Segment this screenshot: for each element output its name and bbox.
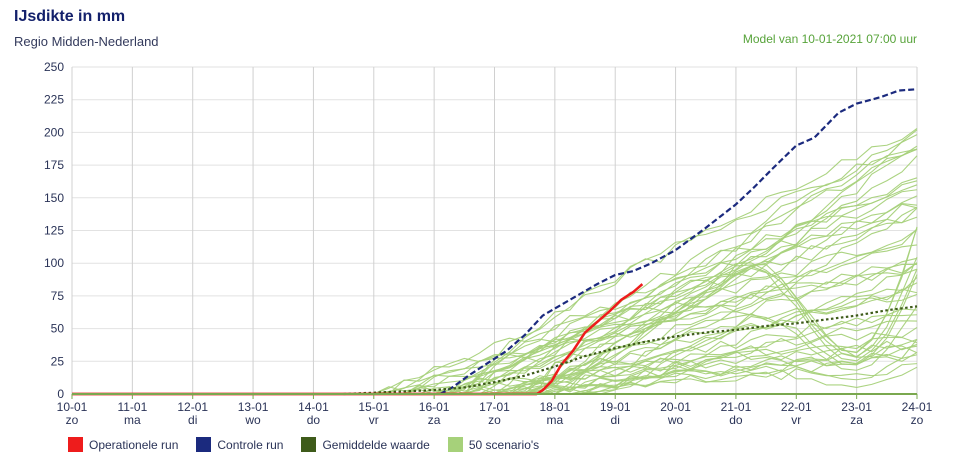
x-tick-day: vr (369, 413, 379, 427)
x-tick-day: za (850, 413, 863, 427)
x-tick-day: ma (547, 413, 564, 427)
x-tick-day: wo (244, 413, 261, 427)
x-tick-date: 24-01 (902, 400, 933, 414)
ice-thickness-chart: 025507510012515017520022525010-01zo11-01… (44, 60, 933, 427)
series-line-operationele-run (72, 283, 644, 396)
y-tick-label: 200 (44, 125, 64, 139)
x-tick-day: zo (488, 413, 501, 427)
x-tick-date: 16-01 (419, 400, 450, 414)
x-tick-date: 15-01 (358, 400, 389, 414)
y-tick-label: 75 (51, 289, 65, 303)
x-tick-date: 11-01 (117, 400, 147, 414)
x-tick-date: 22-01 (781, 400, 812, 414)
legend-label-operational: Operationele run (89, 437, 179, 452)
x-tick-date: 23-01 (841, 400, 872, 414)
y-tick-label: 125 (44, 224, 64, 238)
series-line-gemiddelde-waarde (343, 305, 918, 396)
x-tick-date: 10-01 (57, 400, 88, 414)
chart-title: IJsdikte in mm (14, 8, 126, 25)
y-tick-label: 175 (44, 158, 64, 172)
x-tick-day: ma (124, 413, 141, 427)
x-tick-date: 21-01 (721, 400, 752, 414)
x-tick-date: 19-01 (600, 400, 631, 414)
y-tick-label: 50 (51, 322, 65, 336)
x-tick-date: 14-01 (298, 400, 329, 414)
x-tick-date: 17-01 (479, 400, 510, 414)
legend-label-mean: Gemiddelde waarde (322, 437, 430, 452)
model-run-label: Model van 10-01-2021 07:00 uur (742, 32, 917, 46)
y-tick-label: 25 (51, 354, 65, 368)
legend-item-mean[interactable]: Gemiddelde waarde (301, 437, 430, 452)
x-tick-date: 18-01 (540, 400, 571, 414)
chart-subtitle: Regio Midden-Nederland (14, 34, 159, 49)
legend-label-control: Controle run (217, 437, 284, 452)
x-tick-day: do (307, 413, 321, 427)
legend-swatch-scenarios (447, 437, 463, 452)
y-tick-label: 0 (57, 387, 64, 401)
x-tick-date: 20-01 (660, 400, 691, 414)
legend-item-scenarios[interactable]: 50 scenario's (447, 437, 540, 452)
x-tick-day: vr (791, 413, 801, 427)
x-tick-day: zo (66, 413, 79, 427)
legend-item-control[interactable]: Controle run (196, 437, 283, 452)
y-tick-label: 100 (44, 256, 64, 270)
x-tick-day: za (428, 413, 441, 427)
legend-item-operational[interactable]: Operationele run (68, 437, 178, 452)
chart-legend: Operationele run Controle run Gemiddelde… (68, 437, 539, 452)
legend-label-scenarios: 50 scenario's (468, 437, 540, 452)
y-tick-label: 225 (44, 93, 64, 107)
legend-swatch-control (196, 437, 212, 452)
legend-swatch-operational (68, 437, 83, 452)
y-tick-label: 250 (44, 60, 64, 74)
x-tick-day: di (611, 413, 620, 427)
y-tick-label: 150 (44, 191, 64, 205)
chart-axes: 025507510012515017520022525010-01zo11-01… (44, 60, 933, 427)
x-tick-day: wo (667, 413, 684, 427)
x-tick-date: 13-01 (238, 400, 269, 414)
x-tick-date: 12-01 (177, 400, 208, 414)
x-tick-day: di (188, 413, 197, 427)
x-tick-day: do (729, 413, 743, 427)
legend-swatch-mean (301, 437, 317, 452)
x-tick-day: zo (911, 413, 924, 427)
